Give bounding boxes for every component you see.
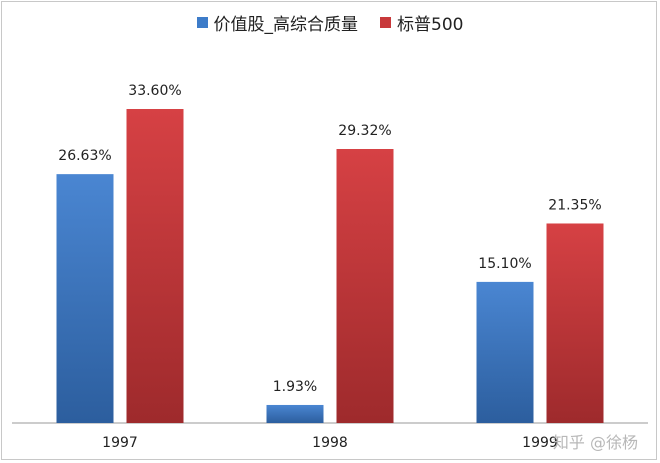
watermark: 知乎 @徐杨 (552, 433, 638, 452)
bar-sp500-1998 (336, 149, 394, 424)
data-label-value-stocks-1999: 15.10% (478, 256, 531, 272)
data-label-value-stocks-1998: 1.93% (273, 379, 317, 395)
data-label-value-stocks-1997: 26.63% (58, 148, 111, 164)
bar-value-stocks-1997 (56, 174, 114, 423)
legend-swatch-sp500 (380, 16, 392, 28)
bar-value-stocks-1998 (266, 404, 324, 423)
legend-label-sp500: 标普500 (397, 14, 464, 35)
legend: 价值股_高综合质量 标普500 (0, 10, 660, 35)
x-tick-label-1998: 1998 (312, 435, 348, 451)
bar-sp500-1997 (126, 109, 184, 424)
x-tick-label-1997: 1997 (102, 435, 138, 451)
x-tick-label-1999: 1999 (522, 435, 558, 451)
bar-sp500-1999 (546, 223, 604, 423)
legend-item-sp500: 标普500 (380, 10, 463, 35)
legend-label-value-stocks: 价值股_高综合质量 (213, 14, 359, 35)
data-label-sp500-1998: 29.32% (338, 123, 391, 139)
data-label-sp500-1999: 21.35% (548, 197, 601, 213)
legend-item-value-stocks: 价值股_高综合质量 (196, 10, 359, 35)
legend-swatch-value-stocks (196, 16, 208, 28)
data-label-sp500-1997: 33.60% (128, 83, 181, 99)
bar-value-stocks-1999 (476, 281, 534, 423)
